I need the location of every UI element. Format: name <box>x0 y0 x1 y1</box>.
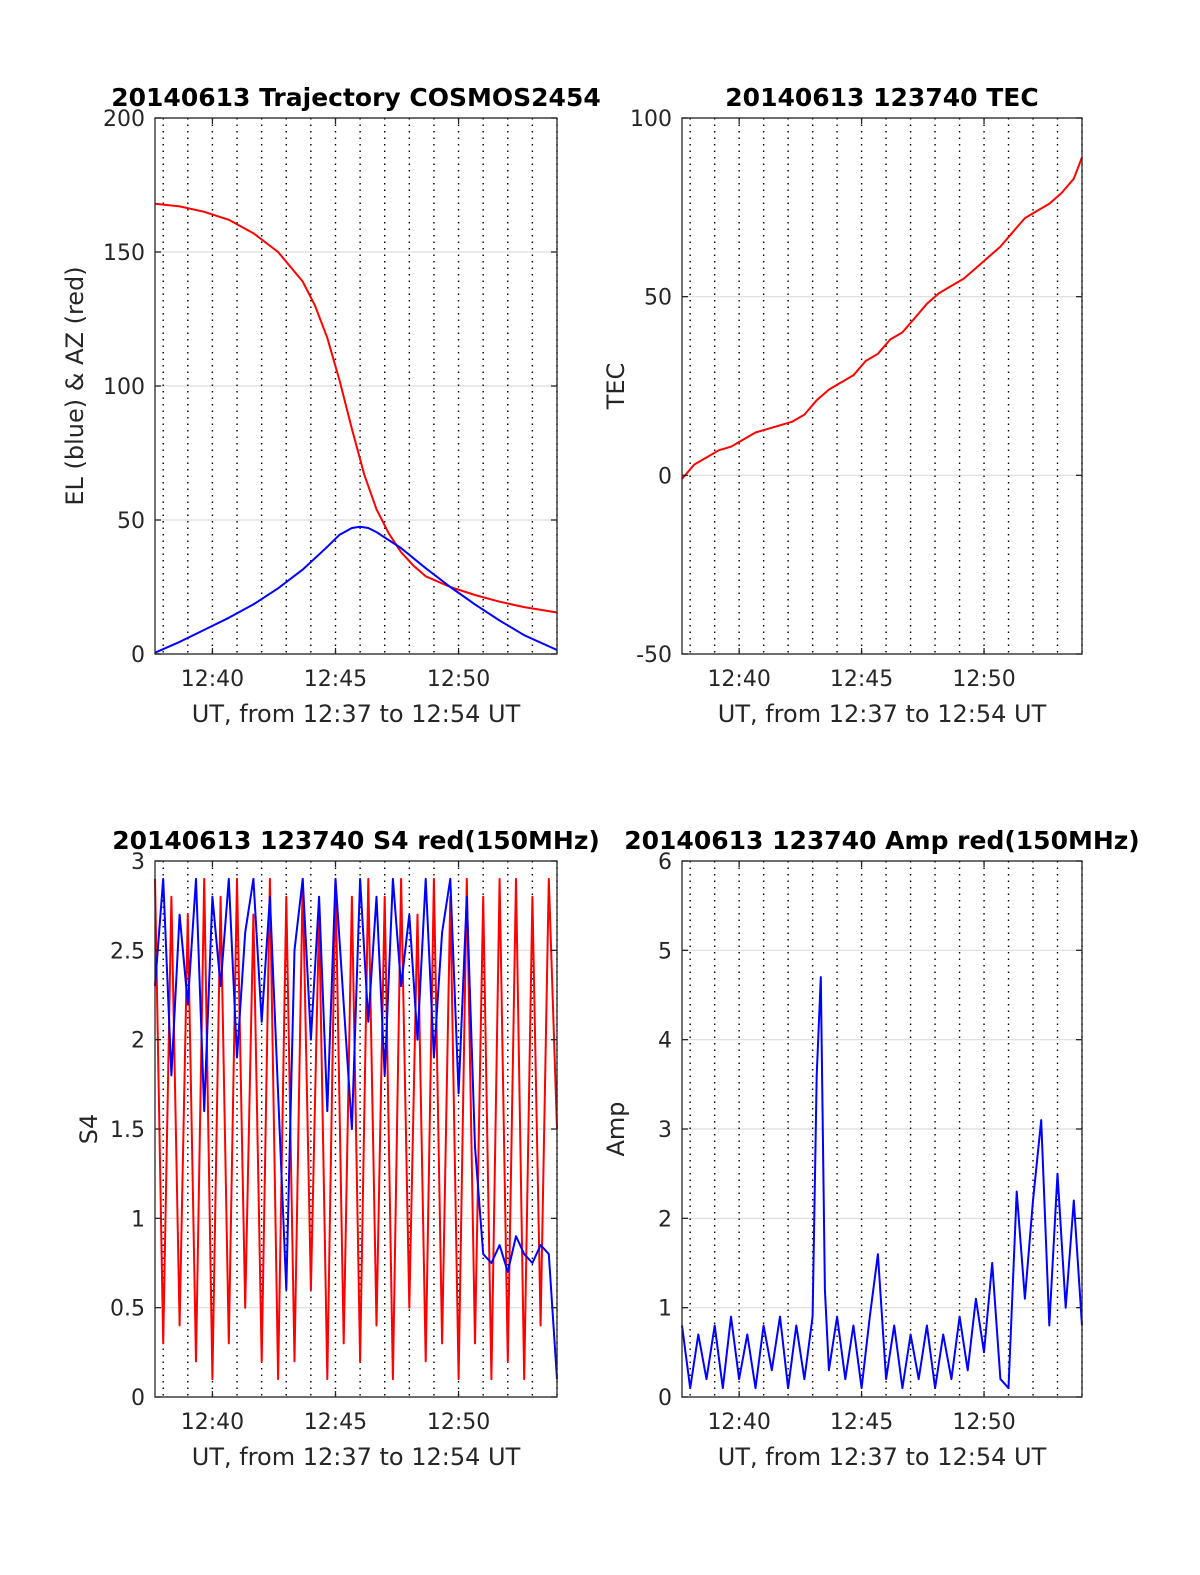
x-tick-label: 12:45 <box>304 1410 367 1435</box>
x-tick-label: 12:50 <box>427 667 490 692</box>
chart-amp: 0 1 2 3 4 5 6 12:40 12:45 12:50 20140613 123740 Am… <box>602 826 1140 1471</box>
x-tick-label: 12:40 <box>707 667 770 692</box>
y-tick-label: 3 <box>131 850 145 875</box>
chart-title: 20140613 123740 S4 red(150MHz) <box>112 826 600 855</box>
series-line-1 <box>154 202 558 614</box>
series-line-2 <box>154 525 558 654</box>
y-tick-label: 100 <box>103 375 145 400</box>
series-line-2 <box>154 877 558 1380</box>
y-axis-label: EL (blue) & AZ (red) <box>61 266 89 505</box>
x-tick-label: 12:50 <box>952 1410 1015 1435</box>
x-tick-label: 12:45 <box>304 667 367 692</box>
x-tick-label: 12:45 <box>830 1410 893 1435</box>
y-tick-label: 2 <box>131 1029 145 1054</box>
x-tick-label: 12:40 <box>181 1410 244 1435</box>
y-tick-label: 1.5 <box>110 1118 145 1143</box>
y-tick-label: 0 <box>658 1386 672 1411</box>
x-axis-label: UT, from 12:37 to 12:54 UT <box>718 1443 1047 1471</box>
y-tick-label: 2.5 <box>110 939 145 964</box>
series-line-1 <box>681 156 1083 480</box>
chart-trajectory: 0 50 100 150 200 12:40 12:45 12:50 20140613 Traj… <box>61 83 601 728</box>
y-tick-label: 4 <box>658 1029 672 1054</box>
y-tick-label: 1 <box>131 1207 145 1232</box>
y-tick-label: -50 <box>636 643 672 668</box>
y-tick-label: 6 <box>658 850 672 875</box>
chart-tec: -50 0 50 100 12:40 12:45 12:50 20140613 123740 … <box>602 83 1083 728</box>
x-axis-label: UT, from 12:37 to 12:54 UT <box>192 700 521 728</box>
x-tick-label: 12:45 <box>830 667 893 692</box>
chart-title: 20140613 123740 Amp red(150MHz) <box>624 826 1140 855</box>
y-tick-label: 200 <box>103 107 145 132</box>
x-tick-label: 12:40 <box>707 1410 770 1435</box>
y-tick-label: 3 <box>658 1118 672 1143</box>
chart-s4: 0 0.5 1 1.5 2 2.5 3 12:40 12:45 12:50 20140613 123… <box>75 826 600 1471</box>
chart-title: 20140613 Trajectory COSMOS2454 <box>111 83 601 112</box>
y-tick-label: 50 <box>644 286 672 311</box>
y-axis-label: S4 <box>75 1114 103 1145</box>
y-tick-label: 100 <box>630 107 672 132</box>
chart-title: 20140613 123740 TEC <box>725 83 1038 112</box>
y-tick-label: 50 <box>117 509 145 534</box>
y-tick-label: 0.5 <box>110 1297 145 1322</box>
y-tick-label: 5 <box>658 939 672 964</box>
y-tick-label: 0 <box>131 643 145 668</box>
y-tick-label: 0 <box>131 1386 145 1411</box>
x-axis-label: UT, from 12:37 to 12:54 UT <box>192 1443 521 1471</box>
x-tick-label: 12:40 <box>181 667 244 692</box>
y-axis-label: TEC <box>602 363 630 411</box>
y-tick-label: 150 <box>103 241 145 266</box>
y-tick-label: 0 <box>658 464 672 489</box>
y-tick-label: 1 <box>658 1297 672 1322</box>
y-axis-label: Amp <box>602 1101 630 1156</box>
y-tick-label: 2 <box>658 1207 672 1232</box>
x-tick-label: 12:50 <box>952 667 1015 692</box>
axes-box <box>681 117 1083 655</box>
x-tick-label: 12:50 <box>427 1410 490 1435</box>
series-line-1 <box>681 976 1083 1390</box>
x-axis-label: UT, from 12:37 to 12:54 UT <box>718 700 1047 728</box>
